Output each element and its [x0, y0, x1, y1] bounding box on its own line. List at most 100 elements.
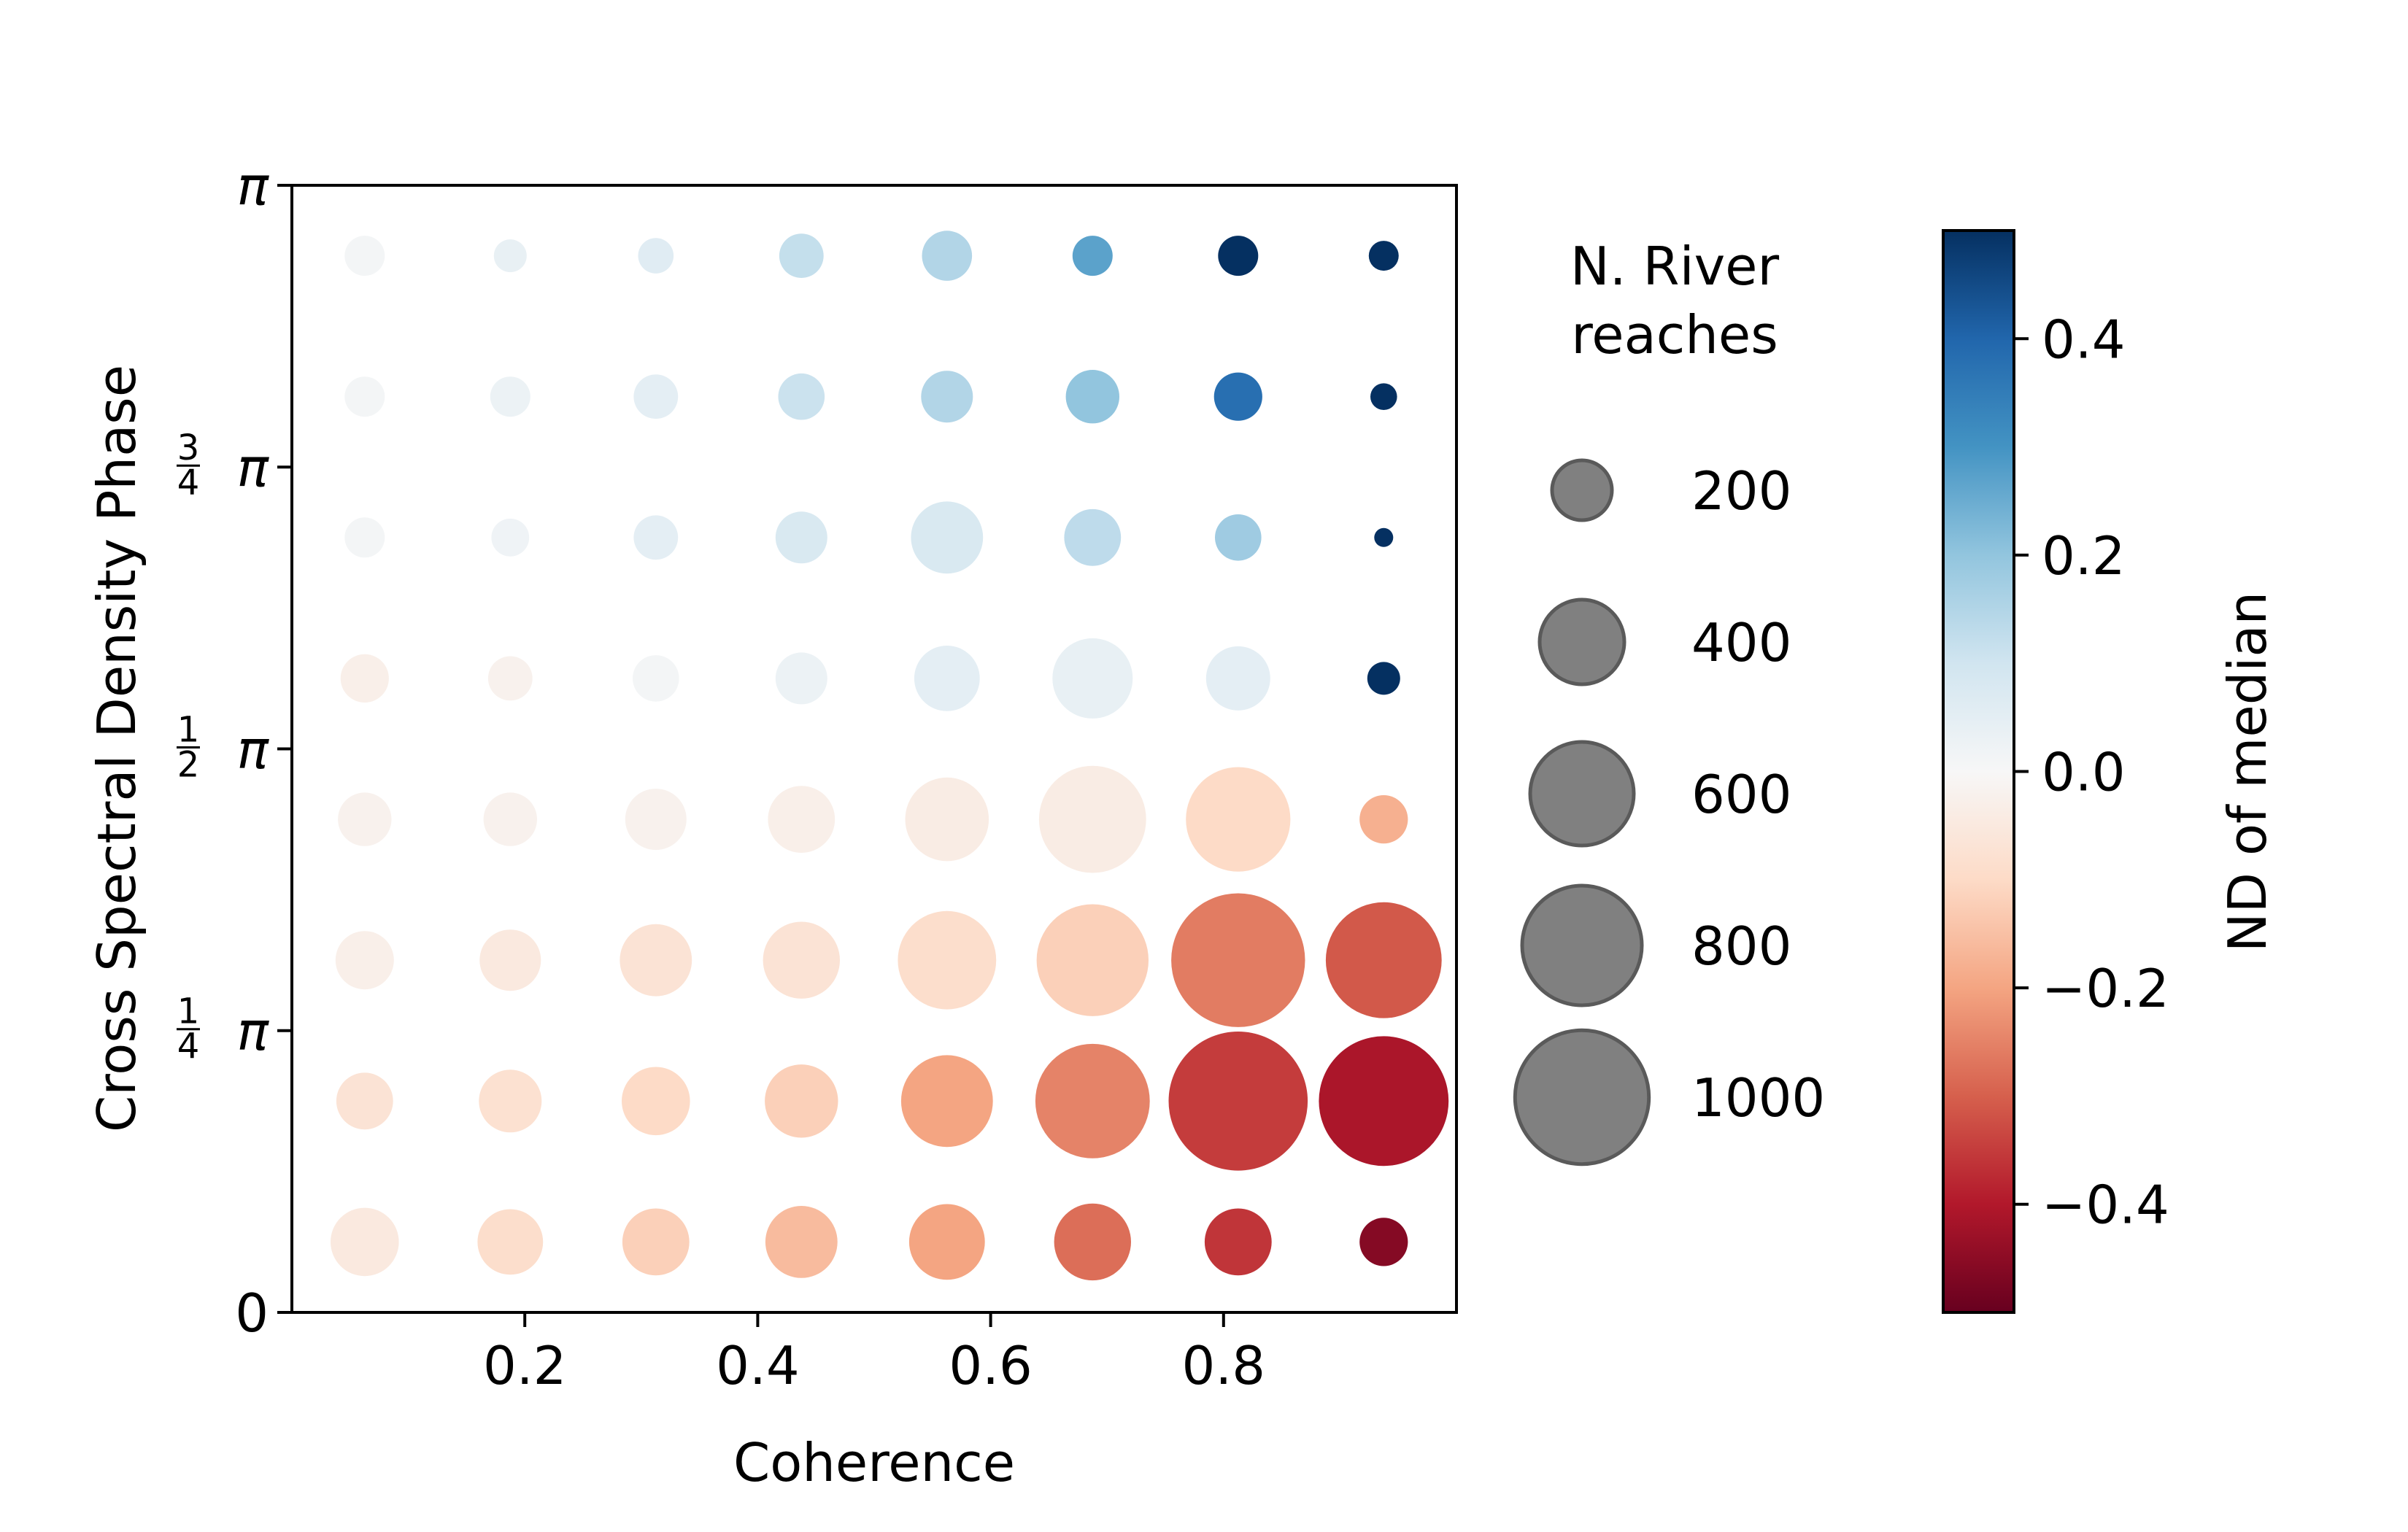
scatter-point: [911, 501, 984, 574]
scatter-point: [1072, 236, 1113, 276]
colorbar: 0.4 0.2 0.0 −0.2 −0.4 ND of median: [1942, 229, 2278, 1314]
scatter-point: [1065, 370, 1120, 424]
colorbar-tick-label: −0.2: [2042, 958, 2169, 1019]
y-axis: 014 π12 π34 ππ: [177, 155, 292, 1344]
scatter-point: [633, 655, 679, 702]
scatter-point: [775, 511, 827, 564]
y-tick-pi: π: [237, 1001, 270, 1062]
scatter-point: [1218, 236, 1259, 276]
size-legend-marker: [1550, 458, 1614, 522]
scatter-point: [1054, 1203, 1132, 1281]
colorbar-tick-label: −0.4: [2042, 1175, 2169, 1236]
scatter-point: [487, 656, 533, 701]
size-legend-label: 200: [1691, 460, 1791, 522]
y-tick-denominator: 4: [177, 463, 200, 503]
scatter-point: [477, 1209, 544, 1275]
scatter-point: [914, 646, 980, 711]
size-legend-marker: [1520, 883, 1644, 1007]
x-tick-label: 0.8: [1182, 1335, 1266, 1396]
colorbar-tick-label: 0.4: [2042, 309, 2126, 370]
scatter-point: [921, 371, 973, 423]
x-tick-label: 0.2: [483, 1335, 567, 1396]
x-tick-label: 0.4: [716, 1335, 800, 1396]
scatter-point: [344, 376, 385, 417]
size-legend: N. River reaches 200 400 600 800 1000: [1513, 236, 1825, 1167]
scatter-point: [1038, 765, 1146, 873]
y-tick-pi: π: [237, 719, 270, 780]
y-tick-numerator: 1: [177, 709, 200, 750]
scatter-point: [778, 373, 825, 420]
x-tick-label: 0.6: [949, 1335, 1033, 1396]
y-tick-label: π: [237, 155, 270, 217]
scatter-point: [922, 231, 973, 281]
y-tick-label: 14 π: [177, 991, 270, 1067]
scatter-point: [620, 924, 692, 997]
scatter-point: [1035, 1043, 1150, 1158]
y-tick-pi: π: [237, 437, 270, 498]
scatter-markers: [331, 231, 1449, 1281]
scatter-point: [479, 1069, 542, 1133]
scatter-point: [493, 239, 527, 273]
scatter-point: [765, 1206, 838, 1278]
scatter-point: [1213, 372, 1262, 421]
scatter-point: [1052, 638, 1133, 719]
scatter-point: [490, 376, 530, 417]
scatter-point: [336, 1072, 393, 1130]
scatter-point: [1205, 646, 1270, 711]
scatter-point: [340, 654, 389, 703]
scatter-point: [344, 517, 385, 558]
y-tick-numerator: 1: [177, 991, 200, 1032]
scatter-point: [900, 1055, 993, 1148]
scatter-point: [331, 1207, 399, 1277]
x-axis: 0.2 0.4 0.6 0.8: [483, 1312, 1265, 1396]
scatter-point: [1215, 514, 1262, 561]
scatter-point: [765, 1064, 838, 1138]
size-legend-label: 400: [1691, 612, 1791, 673]
y-tick-denominator: 2: [177, 744, 200, 785]
size-legend-label: 800: [1691, 916, 1791, 977]
scatter-point: [898, 910, 997, 1010]
scatter-point: [1186, 767, 1291, 872]
scatter-point: [1064, 508, 1122, 566]
size-legend-marker: [1513, 1028, 1651, 1167]
scatter-point: [908, 1204, 985, 1280]
scatter-point: [622, 1067, 690, 1136]
colorbar-tick-label: 0.0: [2042, 742, 2126, 803]
scatter-point: [638, 238, 674, 274]
scatter-point: [625, 789, 687, 851]
scatter-point: [763, 921, 841, 999]
scatter-point: [1370, 383, 1397, 410]
size-legend-title-line-2: reaches: [1571, 304, 1778, 365]
scatter-point: [1171, 893, 1305, 1027]
scatter-point: [775, 652, 827, 705]
scatter-point: [622, 1208, 690, 1276]
scatter-point: [1036, 904, 1149, 1016]
size-legend-label: 1000: [1691, 1067, 1825, 1129]
y-tick-numerator: 3: [177, 428, 200, 468]
scatter-point: [1359, 1218, 1408, 1266]
scatter-point: [779, 233, 824, 278]
size-legend-marker: [1528, 740, 1636, 848]
scatter-point: [344, 236, 385, 276]
colorbar-label: ND of median: [2217, 592, 2278, 952]
scatter-point: [335, 931, 394, 990]
scatter-point: [1367, 662, 1400, 695]
scatter-point: [1359, 795, 1408, 844]
scatter-point: [633, 515, 679, 560]
size-legend-label: 600: [1691, 764, 1791, 825]
y-tick-denominator: 4: [177, 1026, 200, 1067]
y-tick-label: 0: [235, 1283, 269, 1344]
colorbar-gradient: [1942, 229, 2015, 1314]
colorbar-tick-label: 0.2: [2042, 525, 2126, 587]
scatter-point: [338, 792, 392, 846]
scatter-point: [905, 777, 989, 862]
y-tick-label: 12 π: [177, 709, 270, 785]
scatter-point: [1325, 902, 1442, 1018]
y-tick-label: 34 π: [177, 428, 270, 503]
scatter-point: [1374, 527, 1394, 547]
scatter-point: [1168, 1032, 1308, 1171]
size-legend-marker: [1537, 597, 1626, 686]
x-axis-label: Coherence: [733, 1432, 1015, 1493]
size-legend-title-line-1: N. River: [1570, 236, 1780, 297]
